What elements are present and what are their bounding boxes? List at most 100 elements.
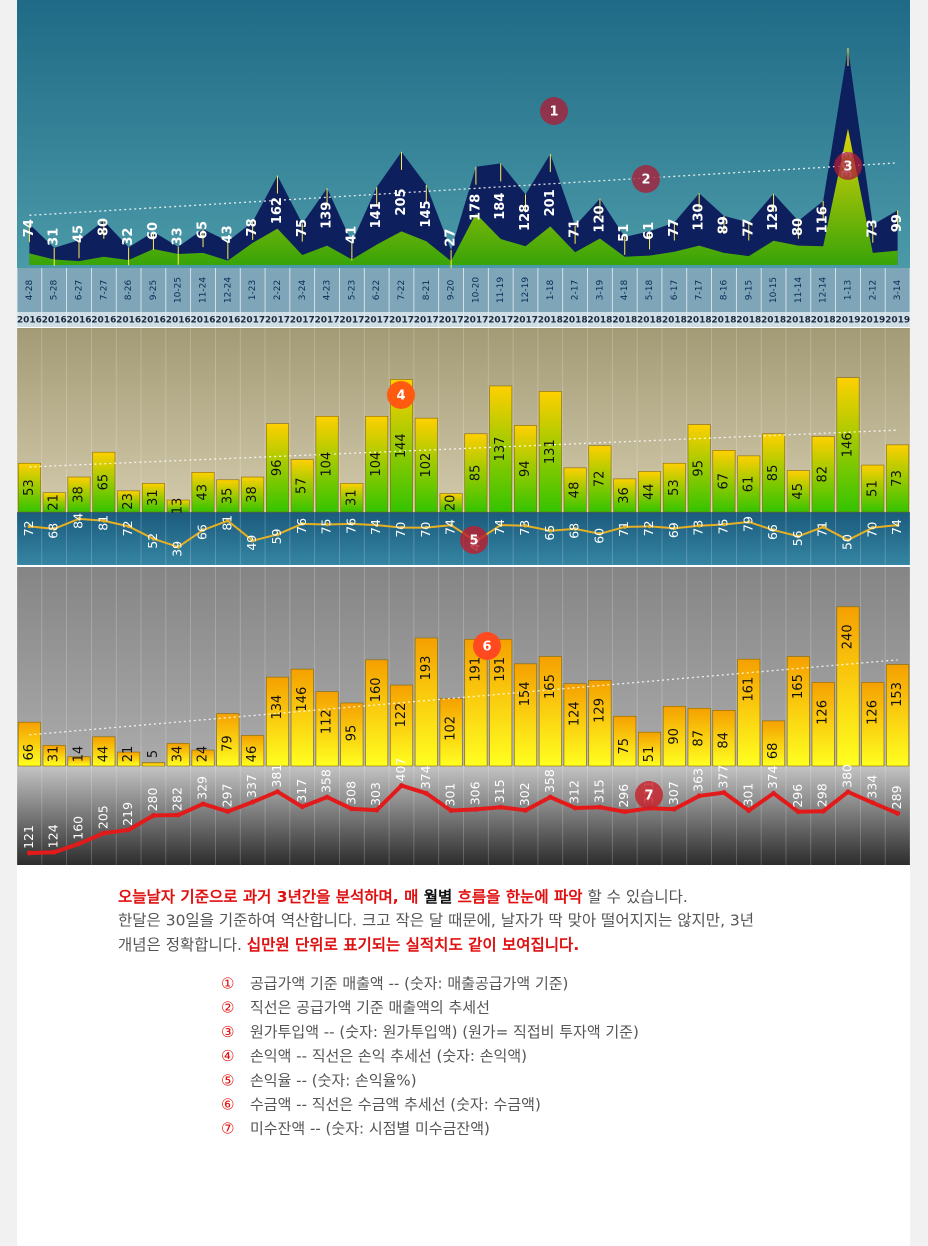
data-label: 60 (146, 222, 161, 240)
data-label: 377 (715, 765, 730, 789)
bar (662, 705, 686, 767)
x-year-label: 2016 (215, 316, 240, 326)
bar (92, 736, 116, 767)
data-label: 13 (171, 498, 186, 515)
bar (290, 459, 314, 513)
data-label: 74 (443, 519, 458, 535)
data-label: 56 (790, 530, 805, 546)
x-tick-label: 2-12 (868, 280, 878, 300)
point (399, 525, 404, 530)
data-label: 72 (592, 471, 607, 488)
x-tick-label: 5-28 (50, 280, 60, 301)
point (349, 806, 355, 812)
x-tick-label: 1-18 (546, 280, 556, 301)
note-text: 수금액 -- 직선은 수금액 추세선 (숫자: 수금액) (250, 1096, 541, 1114)
data-label: 104 (369, 452, 384, 477)
x-year-label: 2017 (290, 316, 315, 326)
bar (588, 445, 612, 513)
note-text: 공급가액 기준 매출액 -- (숫자: 매출공급가액 기준) (250, 975, 568, 993)
data-label: 139 (320, 202, 335, 229)
x-tick-label: 3-14 (893, 280, 903, 301)
bar (216, 713, 240, 767)
data-label: 80 (96, 218, 111, 236)
data-label: 303 (368, 782, 383, 806)
x-tick-label: 4-23 (323, 280, 333, 300)
data-label: 5 (146, 750, 161, 758)
data-label: 95 (344, 725, 359, 742)
bar (489, 639, 513, 767)
text-segment: 십만원 단위로 표기되는 실적치도 같이 보여집니다. (247, 935, 579, 954)
point (374, 523, 379, 527)
data-label: 31 (47, 746, 62, 763)
x-year-label: 2017 (240, 316, 265, 326)
area (29, 128, 898, 265)
data-label: 48 (568, 482, 583, 499)
margin-right (910, 0, 928, 1246)
bar (216, 479, 240, 513)
data-label: 52 (145, 533, 160, 549)
point (250, 538, 255, 543)
point (423, 790, 429, 796)
data-label: 80 (791, 218, 806, 236)
data-label: 90 (667, 728, 682, 745)
bar (538, 656, 562, 767)
data-label: 51 (865, 480, 880, 497)
note-number: ⑤ (221, 1071, 234, 1089)
data-label: 298 (815, 783, 830, 807)
data-label: 36 (617, 487, 632, 504)
x-year-label: 2018 (687, 316, 712, 326)
text-segment: 할 수 있습니다. (583, 888, 688, 906)
data-label: 57 (295, 478, 310, 495)
x-year-label: 2018 (563, 316, 588, 326)
point (398, 783, 404, 789)
data-label: 154 (518, 681, 533, 706)
annotation-label: 5 (469, 534, 478, 549)
text-segment: 개념은 정확합니다. (118, 936, 247, 954)
note-text: 미수잔액 -- (숫자: 시점별 미수금잔액) (250, 1120, 490, 1138)
point (52, 527, 57, 531)
data-label: 71 (616, 521, 631, 537)
data-label: 85 (766, 465, 781, 482)
point (870, 525, 875, 530)
bar (141, 483, 165, 513)
point (201, 528, 205, 532)
bar (439, 493, 463, 513)
bar (414, 417, 438, 513)
x-year-label: 2018 (811, 316, 836, 326)
x-tick-label: 5-23 (347, 280, 357, 300)
data-label: 79 (220, 735, 235, 752)
data-label: 76 (294, 518, 309, 534)
x-tick-label: 5-18 (645, 280, 655, 301)
point (449, 523, 453, 527)
data-label: 297 (219, 784, 234, 808)
x-tick-label: 7-27 (99, 280, 109, 300)
x-year-label: 2017 (389, 316, 414, 326)
x-tick-label: 12-14 (819, 277, 829, 303)
x-tick-label: 12-24 (223, 277, 233, 303)
point (895, 810, 901, 816)
area (29, 48, 898, 265)
data-label: 45 (72, 225, 87, 243)
data-label: 72 (641, 520, 656, 536)
data-label: 315 (591, 779, 606, 803)
data-label: 374 (418, 765, 433, 789)
data-label: 134 (270, 695, 285, 720)
point (27, 524, 32, 529)
bar (191, 472, 215, 513)
bar (836, 606, 860, 767)
bar (290, 668, 314, 767)
data-label: 374 (765, 765, 780, 789)
data-label: 73 (865, 219, 880, 237)
x-tick-label: 12-19 (521, 277, 531, 303)
data-label: 162 (270, 197, 285, 224)
data-label: 95 (692, 460, 707, 477)
data-label: 191 (493, 657, 508, 682)
data-label: 102 (419, 453, 434, 478)
data-label: 296 (616, 784, 631, 808)
point (598, 532, 602, 536)
note-number: ⑦ (221, 1120, 234, 1138)
point (622, 809, 628, 815)
data-label: 41 (344, 226, 359, 244)
data-label: 70 (864, 522, 879, 538)
